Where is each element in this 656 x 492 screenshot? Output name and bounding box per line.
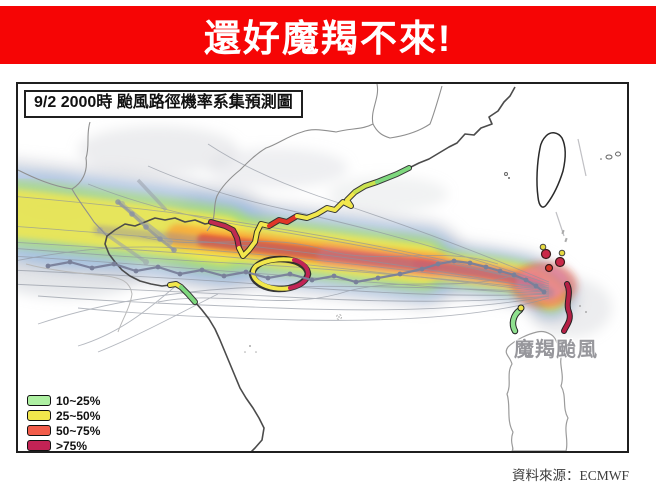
luzon-island [505, 330, 569, 451]
legend-swatch-crimson [27, 440, 51, 451]
taiwan-island [536, 132, 566, 208]
legend-swatch-red [27, 425, 51, 436]
map-title: 9/2 2000時 颱風路徑機率系集預測圖 [34, 94, 293, 111]
colored-coast-segments [168, 166, 411, 304]
province-borders [18, 84, 443, 333]
map-title-box: 9/2 2000時 颱風路徑機率系集預測圖 [24, 90, 303, 118]
probability-legend: 10~25% 25~50% 50~75% >75% [27, 393, 100, 453]
typhoon-position-marks [539, 243, 566, 273]
headline-text: 還好魔羯不來! [203, 18, 453, 59]
legend-label: 50~75% [56, 423, 101, 438]
legend-row: 10~25% [27, 393, 100, 408]
legend-swatch-green [27, 395, 51, 406]
legend-label: 10~25% [56, 393, 101, 408]
mean-track [45, 199, 547, 295]
legend-row: 50~75% [27, 423, 100, 438]
small-islands [244, 138, 621, 353]
headline-banner: 還好魔羯不來! [0, 6, 656, 64]
ensemble-track-lines [18, 143, 550, 353]
luzon-colored-coast [509, 281, 573, 335]
typhoon-probability-map [18, 84, 621, 451]
data-source-text: 資料來源：ECMWF [511, 468, 629, 483]
legend-row: >75% [27, 438, 100, 453]
legend-row: 25~50% [27, 408, 100, 423]
typhoon-map-frame: 9/2 2000時 颱風路徑機率系集預測圖 10~25% 25~50% 50~7… [16, 82, 629, 453]
storm-name-label: 魔羯颱風 [514, 339, 598, 361]
legend-label: >75% [56, 438, 88, 453]
legend-label: 25~50% [56, 408, 101, 423]
legend-swatch-yellow [27, 410, 51, 421]
